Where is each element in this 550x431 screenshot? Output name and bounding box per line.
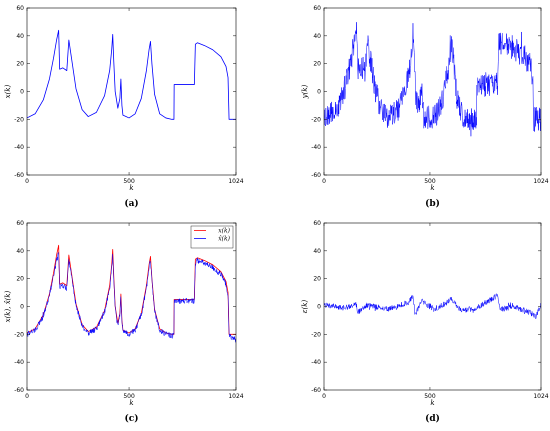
y-tick-label: 60 bbox=[16, 5, 24, 12]
x-axis-label: k bbox=[430, 184, 434, 192]
y-tick-label: 20 bbox=[16, 276, 24, 283]
y-tick-label: -40 bbox=[14, 359, 24, 366]
panel-c: -60 -40 -20 0 20 40 60 0 500 1024 k x(k), x̂(k) (c) x… bbox=[3, 220, 244, 424]
panel-caption: (d) bbox=[425, 413, 440, 424]
y-tick-label: -60 bbox=[14, 387, 24, 394]
legend-label: x(k) bbox=[218, 228, 230, 235]
x-axis-label: k bbox=[430, 399, 434, 407]
y-tick-label: -60 bbox=[311, 172, 321, 179]
x-tick-label: 500 bbox=[123, 393, 135, 400]
series-line-1 bbox=[324, 21, 541, 137]
y-tick-label: 20 bbox=[313, 276, 321, 283]
y-tick-label: 20 bbox=[313, 61, 321, 68]
x-tick-label: 0 bbox=[25, 393, 29, 400]
y-tick-label: 40 bbox=[16, 33, 24, 40]
y-tick-label: -20 bbox=[14, 116, 24, 123]
panel-b: -60 -40 -20 0 20 40 60 0 500 1024 k y(k) (b) bbox=[301, 5, 549, 209]
panel-caption: (a) bbox=[124, 198, 138, 209]
legend-label: x̂(k) bbox=[218, 236, 230, 243]
y-axis-label: y(k) bbox=[301, 84, 309, 99]
panel-caption: (c) bbox=[125, 413, 139, 424]
y-tick-label: 40 bbox=[313, 248, 321, 255]
y-tick-label: 0 bbox=[20, 89, 24, 96]
x-tick-label: 1024 bbox=[228, 393, 243, 400]
x-axis-label: k bbox=[129, 399, 133, 407]
panel-a: -60 -40 -20 0 20 40 60 0 500 1024 k x(k) (a) bbox=[4, 5, 244, 209]
x-tick-label: 0 bbox=[25, 178, 29, 185]
y-axis-label: ε(k) bbox=[301, 300, 309, 314]
y-tick-label: -40 bbox=[311, 144, 321, 151]
y-tick-label: 60 bbox=[313, 5, 321, 12]
series-line-2 bbox=[27, 252, 236, 343]
y-tick-label: 40 bbox=[313, 33, 321, 40]
series-line-1 bbox=[27, 244, 236, 335]
y-tick-label: -60 bbox=[14, 172, 24, 179]
y-tick-label: 0 bbox=[317, 304, 321, 311]
y-axis-label: x(k), x̂(k) bbox=[3, 290, 12, 322]
y-tick-label: 60 bbox=[313, 220, 321, 227]
y-tick-label: 20 bbox=[16, 61, 24, 68]
panel-caption: (b) bbox=[425, 198, 440, 209]
legend-box bbox=[190, 225, 234, 249]
x-axis-label: k bbox=[129, 184, 133, 192]
x-tick-label: 0 bbox=[322, 178, 326, 185]
x-tick-label: 1024 bbox=[228, 178, 243, 185]
series-line-1 bbox=[27, 29, 236, 120]
panel-d: -60 -40 -20 0 20 40 60 0 500 1024 k ε(k) (d) bbox=[301, 220, 549, 424]
x-tick-label: 500 bbox=[424, 178, 436, 185]
y-tick-label: 60 bbox=[16, 220, 24, 227]
y-tick-label: 0 bbox=[20, 304, 24, 311]
x-tick-label: 500 bbox=[424, 393, 436, 400]
y-tick-label: -40 bbox=[311, 359, 321, 366]
y-tick-label: -20 bbox=[14, 331, 24, 338]
y-tick-label: -20 bbox=[311, 116, 321, 123]
y-axis-label: x(k) bbox=[4, 84, 12, 98]
y-tick-label: 0 bbox=[317, 89, 321, 96]
x-tick-label: 500 bbox=[123, 178, 135, 185]
y-tick-label: -60 bbox=[311, 387, 321, 394]
series-line-1 bbox=[324, 293, 541, 320]
x-tick-label: 0 bbox=[322, 393, 326, 400]
x-tick-label: 1024 bbox=[533, 178, 548, 185]
x-tick-label: 1024 bbox=[533, 393, 548, 400]
y-tick-label: -40 bbox=[14, 144, 24, 151]
y-tick-label: -20 bbox=[311, 331, 321, 338]
y-tick-label: 40 bbox=[16, 248, 24, 255]
